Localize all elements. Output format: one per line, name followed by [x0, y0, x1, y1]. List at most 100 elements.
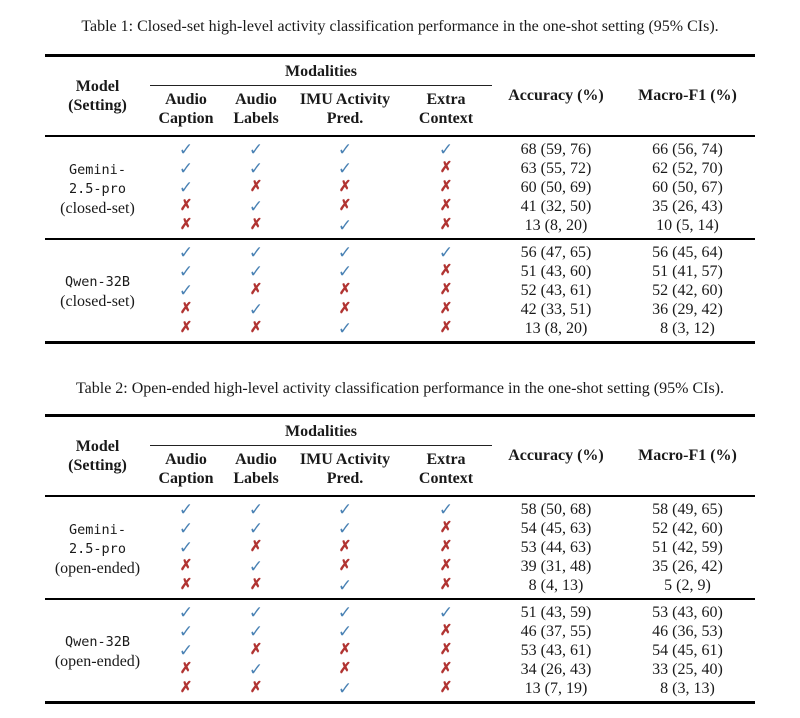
cross-icon: ✗ [249, 179, 263, 195]
cross-icon: ✗ [338, 539, 352, 555]
check-icon: ✓ [337, 216, 353, 235]
cross-icon: ✗ [338, 179, 352, 195]
model-setting-cell: Gemini- 2.5-pro (closed-set) [45, 136, 150, 239]
col-header-extra-context: Extra Context [418, 91, 474, 127]
col-header-audio-labels: Audio Labels [233, 451, 279, 487]
check-icon: ✓ [248, 262, 264, 281]
macro-f1-value: 62 (52, 70) [652, 160, 723, 177]
macro-f1-value: 54 (45, 61) [652, 642, 723, 659]
macro-f1-value: 60 (50, 67) [652, 179, 723, 196]
cross-icon: ✗ [179, 680, 193, 696]
accuracy-value: 46 (37, 55) [520, 623, 592, 640]
check-icon: ✓ [337, 159, 353, 178]
check-icon: ✓ [337, 679, 353, 698]
table1-caption: Table 1: Closed-set high-level activity … [81, 18, 719, 35]
macro-f1-value: 10 (5, 14) [656, 217, 719, 234]
check-icon: ✓ [178, 243, 194, 262]
col-header-accuracy: Accuracy (%) [508, 87, 604, 104]
accuracy-value: 39 (31, 48) [520, 558, 592, 575]
cross-icon: ✗ [338, 301, 352, 317]
cross-icon: ✗ [249, 217, 263, 233]
check-icon: ✓ [178, 140, 194, 159]
table1-closed-set: Model (Setting) Modalities Accuracy (%) … [45, 54, 755, 344]
model-setting-cell: Qwen-32B (closed-set) [45, 239, 150, 343]
accuracy-value: 63 (55, 72) [520, 160, 592, 177]
check-icon: ✓ [337, 319, 353, 338]
table-row: ✓ ✗ ✗ ✗ 53 (43, 61) 54 (45, 61) [45, 641, 755, 660]
table-row: ✗ ✓ ✗ ✗ 34 (26, 43) 33 (25, 40) [45, 660, 755, 679]
model-setting-label: (open-ended) [54, 559, 141, 577]
accuracy-value: 53 (44, 63) [520, 539, 592, 556]
col-header-imu-activity-pred: IMU Activity Pred. [299, 451, 391, 487]
table-row: ✗ ✓ ✗ ✗ 42 (33, 51) 36 (29, 42) [45, 300, 755, 319]
check-icon: ✓ [337, 603, 353, 622]
col-header-modalities: Modalities [150, 55, 492, 86]
cross-icon: ✗ [439, 558, 453, 574]
cross-icon: ✗ [179, 661, 193, 677]
cross-icon: ✗ [439, 263, 453, 279]
cross-icon: ✗ [439, 623, 453, 639]
accuracy-value: 60 (50, 69) [520, 179, 592, 196]
check-icon: ✓ [178, 178, 194, 197]
model-name-line: Qwen-32B [64, 274, 131, 290]
cross-icon: ✗ [179, 198, 193, 214]
model-setting-cell: Qwen-32B (open-ended) [45, 599, 150, 703]
cross-icon: ✗ [338, 558, 352, 574]
check-icon: ✓ [178, 159, 194, 178]
macro-f1-value: 52 (42, 60) [652, 520, 723, 537]
col-header-macro-f1: Macro-F1 (%) [638, 87, 737, 104]
macro-f1-value: 52 (42, 60) [652, 282, 723, 299]
macro-f1-value: 33 (25, 40) [652, 661, 723, 678]
col-header-imu-activity-pred: IMU Activity Pred. [299, 91, 391, 127]
model-name-line: 2.5-pro [69, 540, 126, 557]
table-row: ✓ ✗ ✗ ✗ 52 (43, 61) 52 (42, 60) [45, 281, 755, 300]
model-name-line: Gemini- [69, 521, 126, 538]
table-row: Qwen-32B (open-ended) ✓ ✓ ✓ ✓ 51 (43, 59) 53 (4… [45, 599, 755, 670]
col-header-extra-context: Extra Context [418, 451, 474, 487]
check-icon: ✓ [248, 500, 264, 519]
model-setting-label: (closed-set) [60, 199, 135, 217]
check-icon: ✓ [248, 622, 264, 641]
table2-header: Model (Setting) Modalities Accuracy (%) … [45, 415, 755, 497]
model-name-line: Gemini- [69, 161, 126, 178]
accuracy-value: 13 (8, 20) [524, 217, 588, 234]
model-setting-cell: Gemini- 2.5-pro (open-ended) [45, 496, 150, 599]
col-header-audio-caption: Audio Caption [158, 451, 214, 487]
model-name-line: 2.5-pro [69, 180, 126, 197]
table-row: ✗ ✓ ✗ ✗ 41 (32, 50) 35 (26, 43) [45, 197, 755, 216]
qwen-closed-set-group: Qwen-32B (closed-set) ✓ ✓ ✓ ✓ 56 (47, 65) 56 (4… [45, 239, 755, 343]
table2-figure: Table 2: Open-ended high-level activity … [0, 378, 800, 704]
table2-open-ended: Model (Setting) Modalities Accuracy (%) … [45, 414, 755, 704]
col-header-model-line2: (Setting) [68, 97, 127, 114]
col-header-model-line2: (Setting) [68, 457, 127, 474]
macro-f1-value: 56 (45, 64) [652, 244, 723, 261]
qwen-open-ended-group: Qwen-32B (open-ended) ✓ ✓ ✓ ✓ 51 (43, 59) 53 (4… [45, 599, 755, 703]
check-icon: ✓ [248, 140, 264, 159]
cross-icon: ✗ [338, 282, 352, 298]
macro-f1-value: 51 (42, 59) [652, 539, 723, 556]
check-icon: ✓ [178, 538, 194, 557]
macro-f1-value: 36 (29, 42) [652, 301, 723, 318]
cross-icon: ✗ [439, 198, 453, 214]
cross-icon: ✗ [439, 539, 453, 555]
cross-icon: ✗ [338, 642, 352, 658]
check-icon: ✓ [178, 641, 194, 660]
macro-f1-value: 8 (3, 12) [660, 320, 715, 337]
macro-f1-value: 53 (43, 60) [652, 604, 723, 621]
model-setting-label: (closed-set) [60, 293, 135, 310]
cross-icon: ✗ [179, 301, 193, 317]
table-row: ✓ ✓ ✓ ✗ 46 (37, 55) 46 (36, 53) [45, 622, 755, 641]
cross-icon: ✗ [338, 198, 352, 214]
check-icon: ✓ [178, 281, 194, 300]
check-icon: ✓ [337, 243, 353, 262]
col-header-audio-labels: Audio Labels [233, 91, 279, 127]
check-icon: ✓ [248, 660, 264, 679]
cross-icon: ✗ [439, 577, 453, 593]
accuracy-value: 56 (47, 65) [520, 244, 592, 261]
table1-header: Model (Setting) Modalities Accuracy (%) … [45, 55, 755, 136]
cross-icon: ✗ [439, 301, 453, 317]
check-icon: ✓ [248, 300, 264, 319]
check-icon: ✓ [248, 557, 264, 576]
col-header-model-setting: Model (Setting) [45, 416, 150, 497]
cross-icon: ✗ [439, 520, 453, 536]
